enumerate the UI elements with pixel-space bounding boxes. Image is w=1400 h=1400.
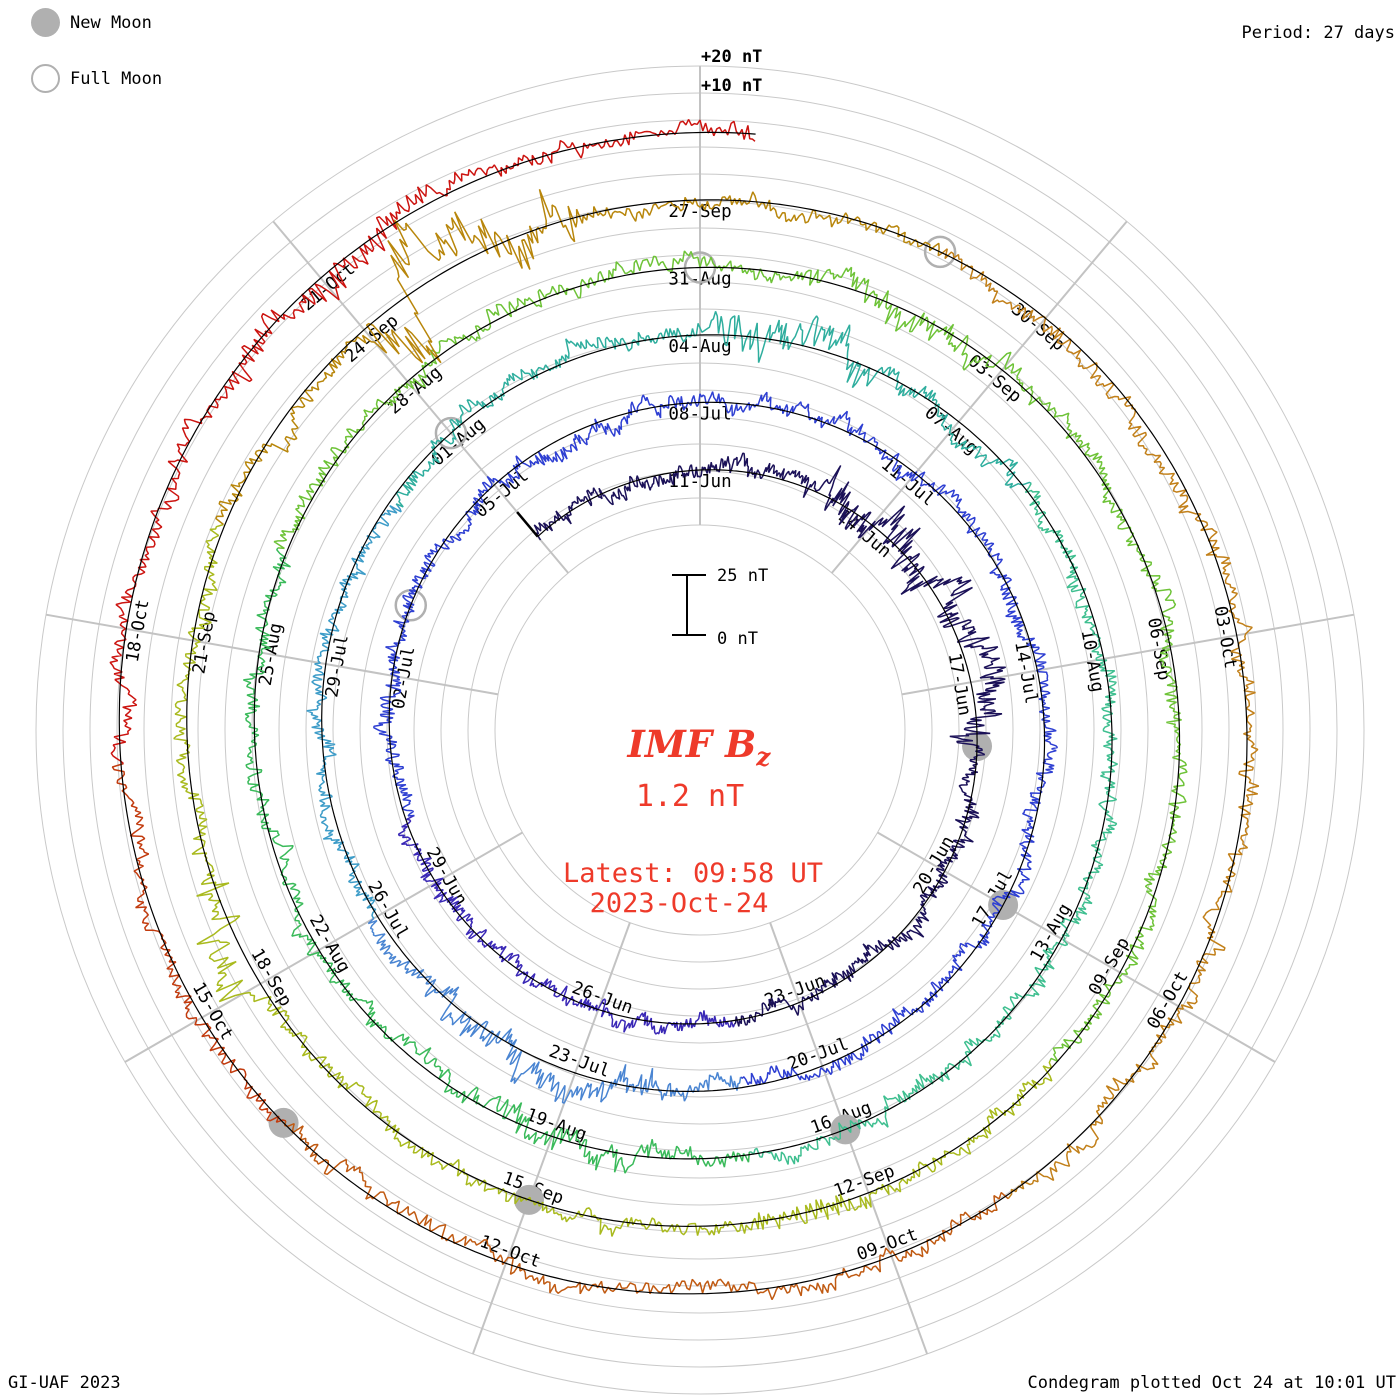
date-label: 04-Aug	[668, 337, 731, 357]
date-label: 21-Oct	[298, 259, 359, 315]
chart-title: IMF Bz	[628, 722, 771, 771]
date-label: 24-Sep	[341, 311, 402, 367]
bz-trace-segment	[109, 119, 756, 765]
latest-time-label: Latest: 09:58 UT	[562, 858, 824, 889]
bz-trace-segment	[367, 917, 742, 1104]
bz-trace-segment	[215, 189, 940, 526]
baseline-spiral	[118, 131, 1248, 1295]
chart-title-subscript: z	[756, 742, 771, 772]
bz-trace-segment	[273, 250, 1188, 1063]
date-label: 07-Aug	[920, 403, 981, 459]
spoke-line	[831, 220, 1128, 574]
full-moon-marker	[923, 235, 957, 269]
bz-trace-segment	[533, 452, 1006, 1027]
scale-bar-top-label: 25 nT	[717, 566, 769, 586]
bz-trace-segment	[397, 814, 736, 1035]
spoke-line	[471, 922, 631, 1355]
amplitude-label-plus10: +10 nT	[701, 76, 763, 96]
series-start-tick	[516, 511, 539, 538]
date-label: 13-Aug	[1027, 900, 1076, 965]
date-label: 30-Sep	[1007, 299, 1068, 355]
credit-label: GI-UAF 2023	[8, 1373, 121, 1393]
plotted-label: Condegram plotted Oct 24 at 10:01 UT	[1027, 1373, 1396, 1393]
latest-date-label: 2023-Oct-24	[589, 888, 769, 919]
chart-title-main: IMF B	[627, 722, 757, 766]
date-label: 27-Sep	[668, 202, 731, 222]
full-moon-marker	[434, 416, 468, 450]
date-label: 08-Jul	[668, 405, 731, 425]
date-label: 17-Jun	[944, 651, 975, 717]
date-label: 28-Aug	[385, 363, 446, 419]
legend-new-moon-label: New Moon	[70, 13, 152, 33]
scale-bar	[672, 574, 706, 636]
date-label: 09-Sep	[1085, 934, 1134, 999]
legend-full-moon-item	[31, 64, 60, 93]
bz-trace-segment	[395, 311, 1032, 508]
new-moon-icon	[31, 8, 60, 37]
date-label: 12-Oct	[477, 1232, 543, 1272]
legend-new-moon-item	[31, 8, 60, 37]
bz-trace-segment	[111, 762, 286, 1123]
period-label: Period: 27 days	[1241, 23, 1395, 43]
date-label: 06-Oct	[1144, 968, 1193, 1033]
current-value: 1.2 nT	[635, 779, 745, 814]
bz-trace-segment	[173, 523, 1053, 1237]
legend-full-moon-label: Full Moon	[70, 69, 163, 89]
spoke-line	[901, 613, 1355, 696]
spoke-line	[124, 831, 523, 1063]
bz-trace-segment	[937, 248, 1260, 1200]
bz-trace-segment	[749, 483, 1118, 1165]
scale-bar-bottom-label: 0 nT	[717, 629, 758, 649]
amplitude-label-plus20: +20 nT	[701, 47, 763, 67]
date-label: 09-Oct	[854, 1225, 920, 1265]
date-label: 31-Aug	[668, 270, 731, 290]
bz-trace-segment	[243, 547, 751, 1174]
full-moon-icon	[31, 64, 60, 93]
date-label: 11-Jul	[877, 455, 938, 511]
spoke-line	[45, 613, 499, 696]
